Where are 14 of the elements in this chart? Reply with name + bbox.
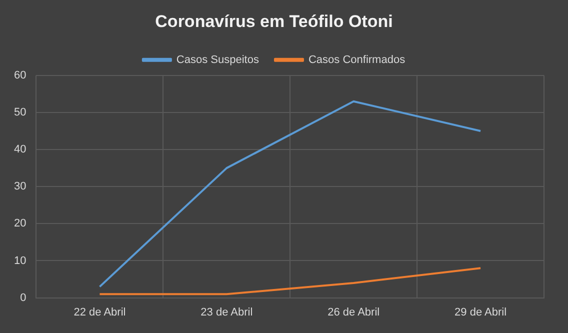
legend-label: Casos Suspeitos xyxy=(176,54,260,66)
legend-label: Casos Confirmados xyxy=(308,54,406,66)
x-tick-label: 22 de Abril xyxy=(74,306,126,318)
y-tick-label: 0 xyxy=(20,292,26,304)
chart-title: Coronavírus em Teófilo Otoni xyxy=(155,12,393,31)
x-tick-label: 29 de Abril xyxy=(454,306,507,318)
x-tick-label: 23 de Abril xyxy=(200,306,253,318)
y-tick-label: 30 xyxy=(14,180,26,193)
y-tick-label: 50 xyxy=(14,106,26,118)
y-tick-label: 10 xyxy=(14,254,26,267)
y-tick-label: 60 xyxy=(14,69,26,82)
y-tick-label: 20 xyxy=(14,218,26,230)
y-tick-label: 40 xyxy=(14,144,26,156)
x-tick-label: 26 de Abril xyxy=(328,306,380,318)
